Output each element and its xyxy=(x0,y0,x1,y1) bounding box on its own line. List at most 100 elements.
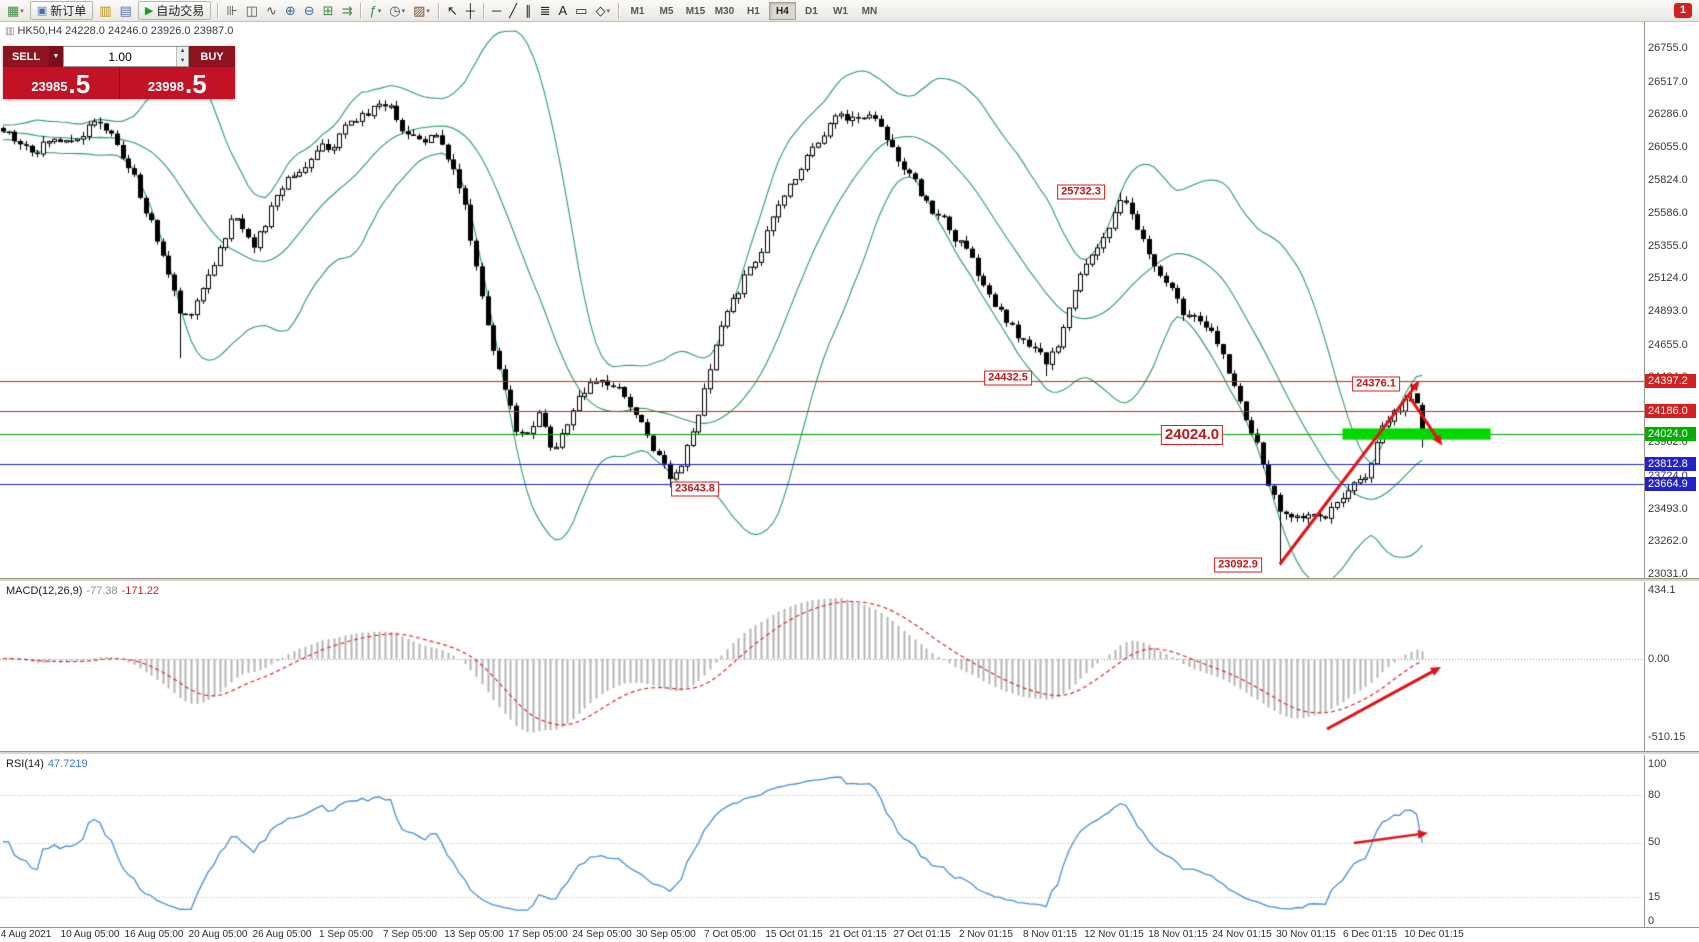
time-axis-label: 15 Oct 01:15 xyxy=(765,929,823,940)
price-axis-tick: 23262.0 xyxy=(1648,535,1688,547)
alerts-badge[interactable]: 1 xyxy=(1674,3,1692,18)
text-label-icon-glyph: ▭ xyxy=(575,2,588,18)
line-chart-icon[interactable]: ∿ xyxy=(262,1,281,21)
autotrading-button-label: 自动交易 xyxy=(156,4,205,18)
timeframe-m15-button[interactable]: M15 xyxy=(685,5,706,17)
rsi-value: 47.7219 xyxy=(47,758,88,770)
price-annotation[interactable]: 23092.9 xyxy=(1214,557,1262,573)
timeframe-w1-button[interactable]: W1 xyxy=(832,5,848,17)
time-axis-label: 7 Oct 05:00 xyxy=(704,929,756,940)
timeframe-h4-button[interactable]: H4 xyxy=(768,1,796,20)
price-annotation[interactable]: 25732.3 xyxy=(1057,184,1105,200)
price-axis-tick: 24893.0 xyxy=(1648,305,1688,317)
buy-header-button[interactable]: BUY xyxy=(189,46,235,67)
volume-input[interactable] xyxy=(64,47,177,66)
crosshair-icon[interactable]: ┼ xyxy=(462,1,479,21)
one-click-header: SELL ▼ ▲ ▼ BUY xyxy=(3,46,235,67)
rsi-name: RSI(14) xyxy=(6,758,44,770)
price-annotation[interactable]: 24024.0 xyxy=(1160,425,1224,445)
chevron-down-icon[interactable]: ▼ xyxy=(49,46,63,67)
trendline-icon[interactable]: ╱ xyxy=(505,1,521,21)
sell-price-main: 23985 xyxy=(31,79,68,94)
timeframe-mn-button[interactable]: MN xyxy=(861,5,878,17)
price-tag: 24024.0 xyxy=(1645,427,1696,441)
price-axis-tick: 25355.0 xyxy=(1648,240,1688,252)
price-axis-tick: 26055.0 xyxy=(1648,141,1688,153)
market-watch-icon-glyph: ▥ xyxy=(99,2,112,18)
sell-price-button[interactable]: 23985 .5 xyxy=(3,67,119,99)
macd-axis-tick: 0.00 xyxy=(1648,653,1670,665)
timeframe-m1-button[interactable]: M1 xyxy=(630,5,645,17)
time-axis-label: 2 Nov 01:15 xyxy=(959,929,1013,940)
shapes-icon-glyph: ◇ xyxy=(595,2,606,18)
volume-down-button[interactable]: ▼ xyxy=(177,56,188,66)
shapes-icon[interactable]: ◇ ▾ xyxy=(591,1,614,21)
timeframe-m30-button[interactable]: M30 xyxy=(714,5,735,17)
price-axis-tick: 25586.0 xyxy=(1648,207,1688,219)
candlestick-chart-icon[interactable]: ◫ xyxy=(242,1,262,21)
time-axis-label: 17 Sep 05:00 xyxy=(508,929,568,940)
time-axis-label: 7 Sep 05:00 xyxy=(383,929,437,940)
periods-icon-glyph: ◷ xyxy=(389,2,401,18)
sell-header-button[interactable]: SELL xyxy=(3,46,49,67)
price-annotation[interactable]: 24432.5 xyxy=(984,370,1032,386)
one-click-trading-panel: SELL ▼ ▲ ▼ BUY 23985 .5 23998 .5 xyxy=(3,46,235,99)
timeframe-d1-button[interactable]: D1 xyxy=(805,5,818,17)
sell-price-frac: .5 xyxy=(68,69,91,99)
time-axis-label: 21 Oct 01:15 xyxy=(829,929,887,940)
price-annotation[interactable]: 23643.8 xyxy=(671,481,719,497)
templates-icon[interactable]: ▨ ▾ xyxy=(409,1,434,21)
tile-windows-icon[interactable]: ⊞ xyxy=(319,1,338,21)
text-label-icon[interactable]: ▭ xyxy=(571,1,591,21)
time-axis-label: 30 Sep 05:00 xyxy=(636,929,696,940)
toolbar-separator xyxy=(360,2,362,19)
timeframe-m5-button[interactable]: M5 xyxy=(659,5,674,17)
toolbar-separator xyxy=(617,2,619,19)
rsi-axis-tick: 80 xyxy=(1648,789,1661,801)
price-axis-tick: 26286.0 xyxy=(1648,108,1688,120)
text-icon[interactable]: A xyxy=(554,1,571,21)
cursor-icon-glyph: ↖ xyxy=(446,2,458,18)
autotrading-button[interactable]: ▶ 自动交易 xyxy=(137,1,212,20)
one-click-prices: 23985 .5 23998 .5 xyxy=(3,67,235,99)
panel-separator[interactable] xyxy=(0,578,1699,582)
price-annotation[interactable]: 24376.1 xyxy=(1352,376,1400,392)
new-chart-icon[interactable]: ▦ ▾ xyxy=(3,1,28,21)
zoom-out-icon-glyph: ⊖ xyxy=(303,2,315,18)
horizontal-line-icon[interactable]: ─ xyxy=(488,1,505,21)
rsi-axis-tick: 0 xyxy=(1648,915,1655,927)
line-chart-icon-glyph: ∿ xyxy=(265,2,277,18)
timeframe-h1-button[interactable]: H1 xyxy=(747,5,760,17)
auto-scroll-icon[interactable]: ⇉ xyxy=(338,1,357,21)
rsi-axis-tick: 50 xyxy=(1648,836,1661,848)
volume-up-button[interactable]: ▲ xyxy=(177,47,188,57)
chevron-down-icon: ▾ xyxy=(606,7,610,15)
bar-chart-icon[interactable]: ⊪ xyxy=(222,1,241,21)
cursor-icon[interactable]: ↖ xyxy=(443,1,462,21)
indicators-icon[interactable]: ƒ ▾ xyxy=(365,1,385,21)
channel-icon[interactable]: ∥ xyxy=(521,1,536,21)
chevron-down-icon: ▾ xyxy=(401,7,406,15)
time-axis-label: 6 Dec 01:15 xyxy=(1343,929,1397,940)
rsi-axis-tick: 100 xyxy=(1648,758,1667,770)
panel-separator[interactable] xyxy=(0,751,1699,755)
time-axis-label: 27 Oct 01:15 xyxy=(893,929,951,940)
buy-price-button[interactable]: 23998 .5 xyxy=(119,67,235,99)
chevron-down-icon: ▾ xyxy=(426,7,430,15)
price-axis-tick: 23031.0 xyxy=(1648,568,1688,580)
time-axis-label: 24 Nov 01:15 xyxy=(1212,929,1272,940)
time-axis-label: 24 Sep 05:00 xyxy=(572,929,632,940)
chevron-down-icon: ▾ xyxy=(377,7,382,15)
data-window-icon[interactable]: ▤ xyxy=(116,1,136,21)
new-order-button[interactable]: ▣ 新订单 xyxy=(29,1,94,20)
new-order-icon: ▣ xyxy=(36,5,48,17)
zoom-in-icon[interactable]: ⊕ xyxy=(281,1,300,21)
fibonacci-icon[interactable]: ≣ xyxy=(536,1,555,21)
main-toolbar: ▦ ▾ ▣ 新订单 ▥ ▤ ▶ 自动交易 ⊪ ◫ ∿ ⊕ ⊖ ⊞ ⇉ ƒ ▾ ◷ ▾ ▨ ▾ ↖ ┼ ─ ╱ ∥ ≣ A ▭ ◇ ▾ M1 M5… xyxy=(0,0,1699,22)
auto-scroll-icon-glyph: ⇉ xyxy=(341,2,353,18)
zoom-out-icon[interactable]: ⊖ xyxy=(300,1,319,21)
market-watch-icon[interactable]: ▥ xyxy=(95,1,115,21)
periods-icon[interactable]: ◷ ▾ xyxy=(385,1,409,21)
